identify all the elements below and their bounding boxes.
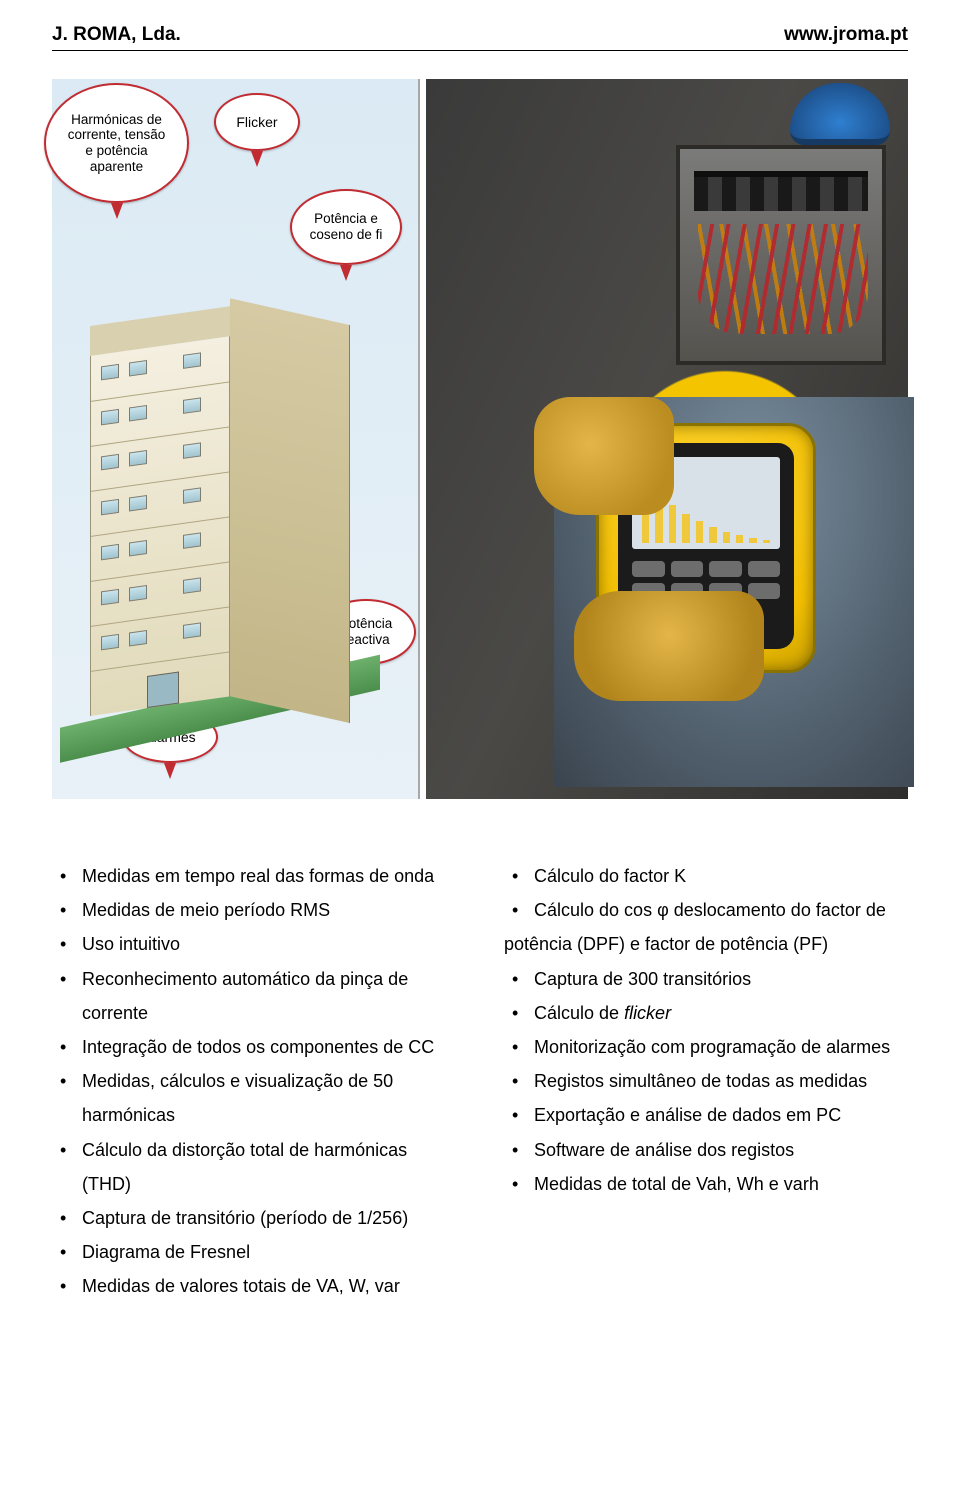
- list-item: Cálculo do factor K: [504, 859, 908, 893]
- hero-building-illustration: Harmónicas decorrente, tensãoe potênciaa…: [52, 79, 420, 799]
- hero-technician-photo: [426, 79, 908, 799]
- hard-hat: [790, 83, 890, 145]
- feature-columns: Medidas em tempo real das formas de onda…: [52, 859, 908, 1303]
- hero-image-row: Harmónicas decorrente, tensãoe potênciaa…: [52, 79, 908, 799]
- list-item: Cálculo de flicker: [504, 996, 908, 1030]
- list-item: Exportação e análise de dados em PC: [504, 1098, 908, 1132]
- callout-harmonicas: Harmónicas decorrente, tensãoe potênciaa…: [44, 83, 189, 203]
- list-item: Medidas de meio período RMS: [52, 893, 456, 927]
- callout-potencia-cosfi: Potência ecoseno de fi: [290, 189, 402, 265]
- list-item: Integração de todos os componentes de CC: [52, 1030, 456, 1064]
- list-item: Uso intuitivo: [52, 927, 456, 961]
- list-item: Software de análise dos registos: [504, 1133, 908, 1167]
- list-item: Cálculo do cos φ deslocamento do factor …: [504, 893, 908, 927]
- callout-flicker: Flicker: [214, 93, 300, 151]
- glove-left: [534, 397, 674, 515]
- building-graphic: [90, 280, 360, 748]
- list-item: Captura de transitório (período de 1/256…: [52, 1201, 456, 1235]
- header-company: J. ROMA, Lda.: [52, 24, 181, 46]
- electrical-cabinet: [676, 145, 886, 365]
- list-item: Medidas de valores totais de VA, W, var: [52, 1269, 456, 1303]
- list-item: Registos simultâneo de todas as medidas: [504, 1064, 908, 1098]
- list-item: Captura de 300 transitórios: [504, 962, 908, 996]
- list-item: Cálculo da distorção total de harmónicas…: [52, 1133, 456, 1201]
- glove-right: [574, 591, 764, 701]
- list-item-continuation: potência (DPF) e factor de potência (PF): [504, 927, 908, 961]
- feature-list-right: Cálculo do factor K Cálculo do cos φ des…: [504, 859, 908, 1303]
- list-item: Reconhecimento automático da pinça de co…: [52, 962, 456, 1030]
- page-header: J. ROMA, Lda. www.jroma.pt: [52, 24, 908, 51]
- feature-list-left: Medidas em tempo real das formas de onda…: [52, 859, 456, 1303]
- list-item: Monitorização com programação de alarmes: [504, 1030, 908, 1064]
- list-item: Medidas, cálculos e visualização de 50 h…: [52, 1064, 456, 1132]
- list-item: Medidas em tempo real das formas de onda: [52, 859, 456, 893]
- header-url: www.jroma.pt: [784, 24, 908, 46]
- list-item: Medidas de total de Vah, Wh e varh: [504, 1167, 908, 1201]
- list-item: Diagrama de Fresnel: [52, 1235, 456, 1269]
